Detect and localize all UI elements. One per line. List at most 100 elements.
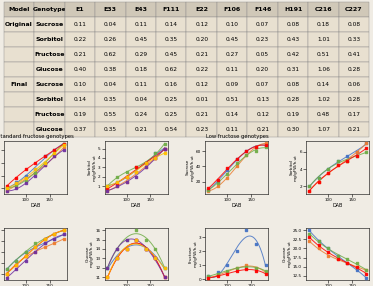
- Y-axis label: Sorbitol
mg/gFW/h.ut: Sorbitol mg/gFW/h.ut: [289, 154, 298, 181]
- Point: [142, 160, 148, 165]
- Point: [162, 275, 168, 279]
- Point: [344, 261, 350, 265]
- Point: [354, 150, 360, 154]
- Point: [4, 186, 10, 191]
- Point: [244, 153, 250, 157]
- Point: [215, 274, 221, 279]
- Point: [42, 237, 48, 241]
- Point: [316, 243, 322, 247]
- Point: [13, 176, 19, 180]
- Point: [306, 231, 312, 236]
- Point: [142, 160, 148, 165]
- Point: [142, 247, 148, 251]
- Point: [205, 186, 211, 190]
- Point: [344, 158, 350, 163]
- Y-axis label: Sucrose
mg/gFW/h.ut: Sucrose mg/gFW/h.ut: [186, 154, 195, 181]
- Point: [215, 183, 221, 188]
- Point: [133, 228, 139, 233]
- Point: [354, 268, 360, 273]
- Point: [316, 246, 322, 251]
- Point: [42, 241, 48, 245]
- Point: [205, 189, 211, 193]
- Point: [51, 150, 57, 155]
- Point: [205, 274, 211, 279]
- Point: [114, 179, 120, 184]
- Point: [152, 247, 158, 251]
- Point: [263, 143, 269, 147]
- Point: [142, 160, 148, 165]
- Point: [225, 168, 231, 173]
- Point: [123, 174, 129, 179]
- Point: [123, 174, 129, 179]
- Point: [4, 267, 10, 271]
- Point: [335, 253, 341, 258]
- Point: [263, 271, 269, 276]
- Point: [42, 160, 48, 165]
- Point: [42, 154, 48, 159]
- Point: [23, 173, 29, 178]
- Point: [42, 163, 48, 168]
- Point: [205, 275, 211, 280]
- Point: [61, 141, 67, 146]
- Point: [142, 165, 148, 170]
- Point: [263, 145, 269, 150]
- Point: [152, 156, 158, 160]
- Point: [142, 165, 148, 170]
- Point: [104, 265, 110, 270]
- Point: [253, 242, 259, 247]
- Point: [205, 187, 211, 192]
- Point: [104, 275, 110, 279]
- Point: [51, 148, 57, 152]
- Point: [335, 158, 341, 163]
- Point: [23, 249, 29, 254]
- Point: [133, 237, 139, 242]
- Point: [316, 180, 322, 184]
- Point: [123, 170, 129, 174]
- Point: [152, 256, 158, 261]
- Point: [205, 274, 211, 279]
- Point: [123, 237, 129, 242]
- Point: [162, 146, 168, 151]
- Point: [4, 267, 10, 271]
- Point: [123, 179, 129, 184]
- Point: [225, 176, 231, 180]
- Point: [42, 160, 48, 165]
- Point: [363, 141, 369, 146]
- Point: [23, 254, 29, 259]
- Point: [61, 143, 67, 147]
- Point: [215, 273, 221, 277]
- Y-axis label: Sorbitol
mg/gFW/h.ut: Sorbitol mg/gFW/h.ut: [88, 154, 96, 181]
- Point: [162, 146, 168, 151]
- Point: [32, 245, 38, 250]
- Point: [114, 184, 120, 188]
- Y-axis label: Glucose
mg/gFW/h.ut: Glucose mg/gFW/h.ut: [283, 241, 292, 267]
- X-axis label: DAB: DAB: [131, 203, 141, 208]
- Point: [162, 265, 168, 270]
- Point: [244, 228, 250, 233]
- Point: [42, 163, 48, 168]
- Point: [225, 263, 231, 267]
- Point: [162, 142, 168, 146]
- Point: [23, 167, 29, 172]
- Point: [42, 154, 48, 159]
- Point: [104, 184, 110, 188]
- Point: [225, 271, 231, 276]
- Point: [344, 261, 350, 265]
- Point: [306, 188, 312, 193]
- Point: [215, 181, 221, 186]
- Point: [325, 246, 331, 251]
- Point: [335, 162, 341, 167]
- Point: [152, 156, 158, 160]
- Point: [142, 247, 148, 251]
- Point: [114, 256, 120, 261]
- Point: [253, 269, 259, 273]
- Point: [51, 232, 57, 237]
- Point: [133, 170, 139, 174]
- Point: [123, 237, 129, 242]
- Point: [325, 167, 331, 171]
- Point: [114, 179, 120, 184]
- Point: [152, 256, 158, 261]
- Point: [253, 145, 259, 150]
- X-axis label: DAB: DAB: [232, 203, 242, 208]
- Point: [234, 160, 240, 165]
